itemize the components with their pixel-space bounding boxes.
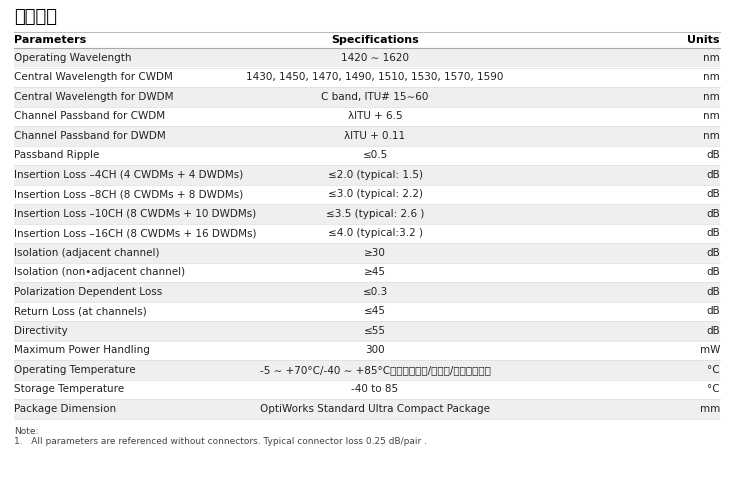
Bar [14, 263, 720, 282]
Text: Note:: Note: [14, 427, 38, 435]
Bar [14, 340, 720, 360]
Text: ≤4.0 (typical:3.2 ): ≤4.0 (typical:3.2 ) [327, 228, 422, 238]
Text: Insertion Loss –8CH (8 CWDMs + 8 DWDMs): Insertion Loss –8CH (8 CWDMs + 8 DWDMs) [14, 189, 243, 199]
Text: -5 ∼ +70°C/-40 ∼ +85°C可选（商业级/工业级/军品级可选）: -5 ∼ +70°C/-40 ∼ +85°C可选（商业级/工业级/军品级可选） [259, 365, 490, 375]
Bar [14, 224, 720, 243]
Text: ≤3.5 (typical: 2.6 ): ≤3.5 (typical: 2.6 ) [326, 209, 425, 219]
Text: nm: nm [703, 53, 720, 63]
Text: Operating Wavelength: Operating Wavelength [14, 53, 131, 63]
Text: nm: nm [703, 131, 720, 141]
Text: Return Loss (at channels): Return Loss (at channels) [14, 306, 147, 316]
Text: nm: nm [703, 92, 720, 102]
Text: ≥45: ≥45 [364, 267, 386, 277]
Text: Central Wavelength for CWDM: Central Wavelength for CWDM [14, 72, 173, 82]
Text: Units: Units [688, 35, 720, 45]
Text: 产品参数: 产品参数 [14, 8, 57, 26]
Text: ≤0.3: ≤0.3 [363, 287, 388, 297]
Text: 300: 300 [366, 345, 385, 355]
Text: mW: mW [699, 345, 720, 355]
Text: ≤0.5: ≤0.5 [363, 150, 388, 160]
Text: dB: dB [706, 267, 720, 277]
Text: ≥30: ≥30 [364, 248, 386, 258]
Bar [14, 145, 720, 165]
Text: mm: mm [699, 404, 720, 414]
Text: dB: dB [706, 287, 720, 297]
Text: λITU + 0.11: λITU + 0.11 [344, 131, 405, 141]
Bar [14, 48, 720, 68]
Text: °C: °C [708, 384, 720, 394]
Text: 1.   All parameters are referenced without connectors. Typical connector loss 0.: 1. All parameters are referenced without… [14, 436, 427, 445]
Text: Package Dimension: Package Dimension [14, 404, 116, 414]
Bar [14, 87, 720, 107]
Text: Storage Temperature: Storage Temperature [14, 384, 124, 394]
Text: OptiWorks Standard Ultra Compact Package: OptiWorks Standard Ultra Compact Package [260, 404, 490, 414]
Text: Passband Ripple: Passband Ripple [14, 150, 99, 160]
Text: Directivity: Directivity [14, 326, 68, 336]
Text: Insertion Loss –16CH (8 CWDMs + 16 DWDMs): Insertion Loss –16CH (8 CWDMs + 16 DWDMs… [14, 228, 256, 238]
Text: Parameters: Parameters [14, 35, 86, 45]
Text: Isolation (adjacent channel): Isolation (adjacent channel) [14, 248, 159, 258]
Text: Insertion Loss –4CH (4 CWDMs + 4 DWDMs): Insertion Loss –4CH (4 CWDMs + 4 DWDMs) [14, 170, 243, 180]
Text: Channel Passband for CWDM: Channel Passband for CWDM [14, 111, 165, 121]
Text: dB: dB [706, 228, 720, 238]
Text: Polarization Dependent Loss: Polarization Dependent Loss [14, 287, 162, 297]
Text: dB: dB [706, 248, 720, 258]
Text: 1420 ∼ 1620: 1420 ∼ 1620 [341, 53, 409, 63]
Bar [14, 165, 720, 184]
Bar [14, 301, 720, 321]
Text: Channel Passband for DWDM: Channel Passband for DWDM [14, 131, 166, 141]
Text: °C: °C [708, 365, 720, 375]
Text: Maximum Power Handling: Maximum Power Handling [14, 345, 150, 355]
Text: dB: dB [706, 189, 720, 199]
Bar [14, 399, 720, 419]
Text: nm: nm [703, 111, 720, 121]
Text: Isolation (non•adjacent channel): Isolation (non•adjacent channel) [14, 267, 185, 277]
Bar [14, 360, 720, 380]
Text: -40 to 85: -40 to 85 [352, 384, 399, 394]
Bar [14, 107, 720, 126]
Text: Central Wavelength for DWDM: Central Wavelength for DWDM [14, 92, 173, 102]
Bar [14, 243, 720, 263]
Text: dB: dB [706, 326, 720, 336]
Bar [14, 282, 720, 301]
Text: dB: dB [706, 209, 720, 219]
Bar [14, 321, 720, 340]
Text: nm: nm [703, 72, 720, 82]
Bar [14, 184, 720, 204]
Text: ≤45: ≤45 [364, 306, 386, 316]
Text: dB: dB [706, 150, 720, 160]
Text: ≤55: ≤55 [364, 326, 386, 336]
Text: λITU + 6.5: λITU + 6.5 [348, 111, 402, 121]
Text: Operating Temperature: Operating Temperature [14, 365, 136, 375]
Text: 1430, 1450, 1470, 1490, 1510, 1530, 1570, 1590: 1430, 1450, 1470, 1490, 1510, 1530, 1570… [246, 72, 503, 82]
Text: ≤2.0 (typical: 1.5): ≤2.0 (typical: 1.5) [327, 170, 422, 180]
Bar [14, 126, 720, 145]
Bar [14, 380, 720, 399]
Text: Insertion Loss –10CH (8 CWDMs + 10 DWDMs): Insertion Loss –10CH (8 CWDMs + 10 DWDMs… [14, 209, 256, 219]
Text: C band, ITU# 15∼60: C band, ITU# 15∼60 [321, 92, 429, 102]
Bar [14, 68, 720, 87]
Text: dB: dB [706, 306, 720, 316]
Text: ≤3.0 (typical: 2.2): ≤3.0 (typical: 2.2) [327, 189, 422, 199]
Text: Specifications: Specifications [331, 35, 419, 45]
Bar [14, 204, 720, 224]
Text: dB: dB [706, 170, 720, 180]
